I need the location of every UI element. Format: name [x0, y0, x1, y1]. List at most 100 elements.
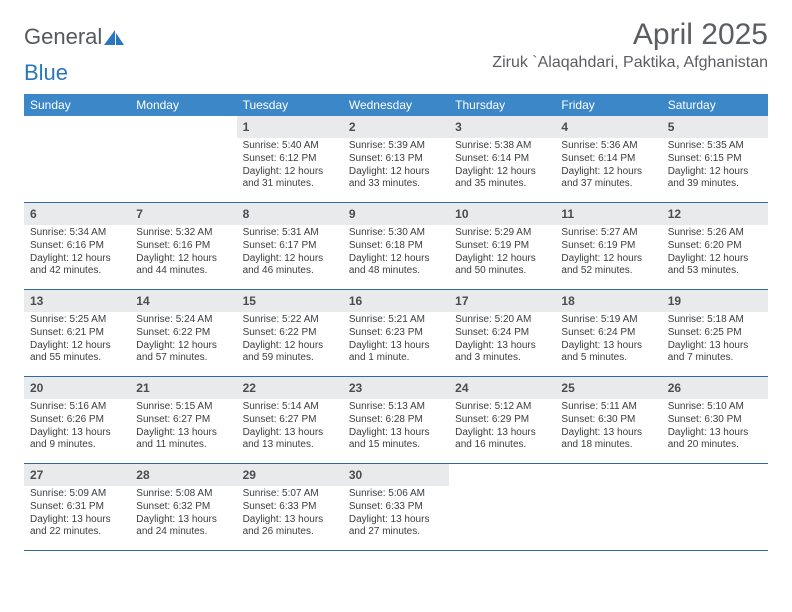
day-body: Sunrise: 5:24 AMSunset: 6:22 PMDaylight:… [130, 312, 236, 369]
daylight1-text: Daylight: 12 hours [243, 166, 337, 179]
daylight2-text: and 33 minutes. [349, 178, 443, 191]
week-row: 1Sunrise: 5:40 AMSunset: 6:12 PMDaylight… [24, 116, 768, 203]
day-number-row: 10 [449, 203, 555, 225]
sunset-text: Sunset: 6:17 PM [243, 240, 337, 253]
day-number-row: 15 [237, 290, 343, 312]
daylight2-text: and 15 minutes. [349, 439, 443, 452]
logo: General [24, 24, 126, 50]
day-number: 21 [136, 381, 149, 395]
day-cell: 27Sunrise: 5:09 AMSunset: 6:31 PMDayligh… [24, 464, 130, 550]
day-number-row: 8 [237, 203, 343, 225]
daylight1-text: Daylight: 13 hours [349, 514, 443, 527]
sunrise-text: Sunrise: 5:26 AM [668, 227, 762, 240]
daylight1-text: Daylight: 13 hours [349, 427, 443, 440]
day-cell: 10Sunrise: 5:29 AMSunset: 6:19 PMDayligh… [449, 203, 555, 289]
sunset-text: Sunset: 6:29 PM [455, 414, 549, 427]
sunrise-text: Sunrise: 5:21 AM [349, 314, 443, 327]
day-number-row [24, 116, 130, 134]
day-cell: 26Sunrise: 5:10 AMSunset: 6:30 PMDayligh… [662, 377, 768, 463]
daylight1-text: Daylight: 13 hours [243, 514, 337, 527]
calendar-grid: Sunday Monday Tuesday Wednesday Thursday… [24, 94, 768, 551]
day-number-row: 23 [343, 377, 449, 399]
day-number-row [130, 116, 236, 134]
day-body: Sunrise: 5:34 AMSunset: 6:16 PMDaylight:… [24, 225, 130, 282]
daylight2-text: and 57 minutes. [136, 352, 230, 365]
daylight2-text: and 16 minutes. [455, 439, 549, 452]
logo-sail-icon [104, 28, 126, 46]
sunset-text: Sunset: 6:24 PM [455, 327, 549, 340]
day-body: Sunrise: 5:14 AMSunset: 6:27 PMDaylight:… [237, 399, 343, 456]
day-body: Sunrise: 5:13 AMSunset: 6:28 PMDaylight:… [343, 399, 449, 456]
weeks-container: 1Sunrise: 5:40 AMSunset: 6:12 PMDaylight… [24, 116, 768, 551]
daylight2-text: and 35 minutes. [455, 178, 549, 191]
sunset-text: Sunset: 6:19 PM [455, 240, 549, 253]
day-number-row: 19 [662, 290, 768, 312]
day-cell: 5 Sunrise: 5:35 AMSunset: 6:15 PMDaylight… [662, 116, 768, 202]
sunrise-text: Sunrise: 5:32 AM [136, 227, 230, 240]
sunset-text: Sunset: 6:32 PM [136, 501, 230, 514]
location-subtitle: Ziruk `Alaqahdari, Paktika, Afghanistan [492, 54, 768, 72]
day-number: 5 [668, 120, 675, 134]
day-body: Sunrise: 5:35 AMSunset: 6:15 PMDaylight:… [662, 138, 768, 195]
day-cell: 29Sunrise: 5:07 AMSunset: 6:33 PMDayligh… [237, 464, 343, 550]
sunrise-text: Sunrise: 5:40 AM [243, 140, 337, 153]
calendar-page: General April 2025 Ziruk `Alaqahdari, Pa… [0, 0, 792, 551]
daylight1-text: Daylight: 12 hours [243, 340, 337, 353]
daylight2-text: and 24 minutes. [136, 526, 230, 539]
day-cell [555, 464, 661, 550]
day-number-row: 17 [449, 290, 555, 312]
logo-word-2: Blue [24, 60, 68, 86]
sunrise-text: Sunrise: 5:13 AM [349, 401, 443, 414]
daylight2-text: and 42 minutes. [30, 265, 124, 278]
day-cell: 7Sunrise: 5:32 AMSunset: 6:16 PMDaylight… [130, 203, 236, 289]
daylight2-text: and 37 minutes. [561, 178, 655, 191]
day-number-row: 7 [130, 203, 236, 225]
week-row: 13Sunrise: 5:25 AMSunset: 6:21 PMDayligh… [24, 290, 768, 377]
sunrise-text: Sunrise: 5:18 AM [668, 314, 762, 327]
day-body: Sunrise: 5:06 AMSunset: 6:33 PMDaylight:… [343, 486, 449, 543]
day-number: 8 [243, 207, 250, 221]
day-body: Sunrise: 5:39 AMSunset: 6:13 PMDaylight:… [343, 138, 449, 195]
day-number-row: 9 [343, 203, 449, 225]
daylight2-text: and 11 minutes. [136, 439, 230, 452]
daylight1-text: Daylight: 12 hours [455, 166, 549, 179]
day-cell: 25Sunrise: 5:11 AMSunset: 6:30 PMDayligh… [555, 377, 661, 463]
daylight2-text: and 22 minutes. [30, 526, 124, 539]
sunset-text: Sunset: 6:16 PM [136, 240, 230, 253]
sunrise-text: Sunrise: 5:08 AM [136, 488, 230, 501]
daylight1-text: Daylight: 13 hours [455, 427, 549, 440]
daylight1-text: Daylight: 12 hours [136, 340, 230, 353]
sunrise-text: Sunrise: 5:06 AM [349, 488, 443, 501]
day-number-row: 25 [555, 377, 661, 399]
sunset-text: Sunset: 6:27 PM [136, 414, 230, 427]
sunrise-text: Sunrise: 5:15 AM [136, 401, 230, 414]
day-number-row: 13 [24, 290, 130, 312]
daylight2-text: and 44 minutes. [136, 265, 230, 278]
day-body: Sunrise: 5:31 AMSunset: 6:17 PMDaylight:… [237, 225, 343, 282]
day-number-row: 6 [24, 203, 130, 225]
day-body: Sunrise: 5:10 AMSunset: 6:30 PMDaylight:… [662, 399, 768, 456]
day-number: 3 [455, 120, 462, 134]
day-cell: 13Sunrise: 5:25 AMSunset: 6:21 PMDayligh… [24, 290, 130, 376]
daylight2-text: and 52 minutes. [561, 265, 655, 278]
sunset-text: Sunset: 6:14 PM [561, 153, 655, 166]
sunset-text: Sunset: 6:19 PM [561, 240, 655, 253]
day-body: Sunrise: 5:11 AMSunset: 6:30 PMDaylight:… [555, 399, 661, 456]
daylight2-text: and 46 minutes. [243, 265, 337, 278]
day-number-row: 12 [662, 203, 768, 225]
daylight1-text: Daylight: 13 hours [561, 427, 655, 440]
day-number-row [662, 464, 768, 482]
daylight2-text: and 27 minutes. [349, 526, 443, 539]
sunrise-text: Sunrise: 5:07 AM [243, 488, 337, 501]
day-cell [662, 464, 768, 550]
weekday-header: Sunday [24, 94, 130, 116]
sunset-text: Sunset: 6:33 PM [243, 501, 337, 514]
day-cell: 15Sunrise: 5:22 AMSunset: 6:22 PMDayligh… [237, 290, 343, 376]
day-number-row: 5 [662, 116, 768, 138]
day-body: Sunrise: 5:27 AMSunset: 6:19 PMDaylight:… [555, 225, 661, 282]
week-row: 20Sunrise: 5:16 AMSunset: 6:26 PMDayligh… [24, 377, 768, 464]
day-body: Sunrise: 5:07 AMSunset: 6:33 PMDaylight:… [237, 486, 343, 543]
day-cell: 12Sunrise: 5:26 AMSunset: 6:20 PMDayligh… [662, 203, 768, 289]
day-number: 12 [668, 207, 681, 221]
sunset-text: Sunset: 6:22 PM [136, 327, 230, 340]
